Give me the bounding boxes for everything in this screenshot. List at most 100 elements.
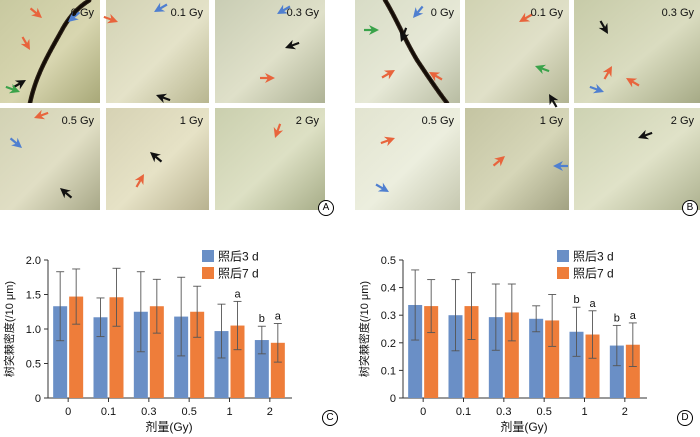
micrograph-label-1: 0.1 Gy — [531, 7, 564, 19]
arrow-blue-icon — [553, 161, 568, 171]
arrow-blue-icon — [154, 2, 168, 12]
arrow-red-icon — [429, 72, 443, 82]
arrow-black-icon — [399, 27, 410, 42]
significance-label: b — [614, 312, 620, 324]
micrograph-b-3: 0.5 Gy — [355, 108, 460, 210]
significance-label: a — [630, 310, 637, 322]
y-axis-label: 树突棘密度(/10 μm) — [2, 281, 16, 377]
micrograph-label-5: 2 Gy — [671, 115, 695, 127]
bar-c-0-0 — [53, 306, 68, 398]
x-tick-label: 0.5 — [537, 406, 552, 418]
x-axis-label: 剂量(Gy) — [500, 419, 547, 434]
arrow-black-icon — [60, 188, 73, 199]
legend-swatch-0 — [557, 250, 569, 262]
arrow-red-icon — [492, 156, 505, 167]
micrograph-label-1: 0.1 Gy — [171, 7, 204, 19]
bar-d-0-5 — [609, 345, 624, 398]
micrograph-b-4: 1 Gy — [465, 108, 569, 210]
y-tick-label: 0 — [390, 393, 396, 405]
chart-d-svg: 树突棘密度(/10 μm) 0 0.1 0.2 0.3 0.4 0.5 0 0.1 0.3 0.5 1… — [357, 250, 647, 434]
panel-a-micrographs: 0 Gy 0.1 Gy 0.3 Gy 0.5 Gy 1 Gy 2 Gy A — [0, 0, 340, 218]
bar-c-0-2 — [133, 311, 148, 398]
bar-c-1-5 — [270, 342, 285, 398]
panel-b-micrographs: 0 Gy 0.1 Gy 0.3 Gy 0.5 Gy 1 Gy 2 Gy B — [355, 0, 700, 218]
significance-label: a — [275, 310, 282, 322]
bar-c-1-1 — [109, 297, 124, 398]
legend-swatch-1 — [202, 267, 214, 279]
y-tick-label: 0.1 — [381, 365, 396, 377]
bar-d-1-3 — [545, 320, 560, 398]
micrograph-a-4: 1 Gy — [106, 108, 209, 210]
chart-c-svg: 树突棘密度(/10 μm)00.51.01.52.00 0.1 0.3 0.5 1 2ab… — [2, 250, 292, 434]
arrow-red-icon — [20, 36, 30, 50]
y-tick-label: 0.4 — [381, 283, 396, 295]
bar-c-0-4 — [214, 331, 229, 398]
arrow-green-icon — [364, 25, 379, 35]
arrow-black-icon — [638, 129, 653, 140]
arrow-black-icon — [598, 20, 608, 34]
bar-c-1-0 — [69, 296, 84, 398]
panel-a-svg: 0 Gy 0.1 Gy 0.3 Gy 0.5 Gy 1 Gy 2 Gy — [0, 0, 325, 210]
arrow-red-icon — [273, 123, 284, 138]
significance-label: b — [573, 294, 579, 306]
arrow-blue-icon — [413, 5, 424, 18]
arrow-red-icon — [381, 70, 395, 80]
bar-c-1-3 — [190, 311, 205, 398]
micrograph-label-2: 0.3 Gy — [287, 7, 320, 19]
bar-d-1-0 — [424, 306, 439, 398]
y-tick-label: 2.0 — [26, 255, 41, 267]
x-tick-label: 0 — [65, 406, 71, 418]
arrow-blue-icon — [375, 182, 389, 192]
arrow-red-icon — [602, 66, 612, 80]
bar-c-1-2 — [149, 306, 164, 398]
arrow-green-icon — [535, 64, 550, 75]
bar-d-0-1 — [448, 315, 463, 398]
arrow-red-icon — [103, 13, 118, 24]
arrow-black-icon — [156, 93, 171, 104]
micrograph-b-2: 0.3 Gy — [574, 0, 700, 103]
x-tick-label: 0.1 — [456, 406, 471, 418]
arrow-black-icon — [150, 152, 163, 163]
micrograph-label-4: 1 Gy — [540, 115, 564, 127]
bar-d-1-2 — [504, 312, 519, 398]
micrograph-b-0: 0 Gy — [355, 0, 460, 103]
y-tick-label: 0.3 — [381, 310, 396, 322]
x-tick-label: 0.3 — [141, 406, 156, 418]
x-tick-label: 0 — [420, 406, 426, 418]
arrow-red-icon — [29, 7, 42, 18]
arrow-red-icon — [134, 174, 144, 188]
arrow-green-icon — [5, 83, 20, 94]
micrograph-a-5: 2 Gy — [215, 108, 325, 210]
panel-c-chart: 树突棘密度(/10 μm) 0 0.5 1.0 1.5 2.0 0 0.1 0.3 0.5 1 2 a b… — [0, 240, 345, 437]
bar-d-0-0 — [408, 304, 423, 398]
panel-label-b: B — [682, 200, 698, 216]
x-tick-label: 1 — [226, 406, 232, 418]
micrograph-label-5: 2 Gy — [296, 115, 320, 127]
arrow-black-icon — [285, 39, 300, 50]
bar-d-0-4 — [569, 331, 584, 398]
y-tick-label: 1.5 — [26, 290, 41, 302]
micrograph-label-0: 0 Gy — [71, 7, 95, 19]
bar-d-1-4 — [585, 334, 600, 398]
x-axis-label: 剂量(Gy) — [145, 419, 192, 434]
bar-c-1-4 — [230, 325, 245, 398]
x-tick-label: 2 — [622, 406, 628, 418]
micrograph-label-3: 0.5 Gy — [422, 115, 455, 127]
significance-label: a — [589, 298, 596, 310]
panel-d-chart: 树突棘密度(/10 μm) 0 0.1 0.2 0.3 0.4 0.5 0 0.1 0.3 0.5 1… — [355, 240, 700, 437]
arrow-blue-icon — [277, 4, 291, 14]
x-tick-label: 0.3 — [496, 406, 511, 418]
panel-label-c: C — [322, 410, 338, 426]
x-tick-label: 0.1 — [101, 406, 116, 418]
legend-label-1: 照后7 d — [573, 267, 614, 281]
legend-swatch-0 — [202, 250, 214, 262]
micrograph-b-5: 2 Gy — [574, 108, 700, 210]
micrograph-label-2: 0.3 Gy — [662, 7, 695, 19]
y-axis-label: 树突棘密度(/10 μm) — [357, 281, 371, 377]
micrograph-label-3: 0.5 Gy — [62, 115, 95, 127]
micrograph-label-0: 0 Gy — [431, 7, 455, 19]
arrow-blue-icon — [68, 11, 81, 22]
panel-label-a: A — [318, 200, 334, 216]
y-tick-label: 0.2 — [381, 338, 396, 350]
micrograph-a-0: 0 Gy — [0, 0, 100, 103]
